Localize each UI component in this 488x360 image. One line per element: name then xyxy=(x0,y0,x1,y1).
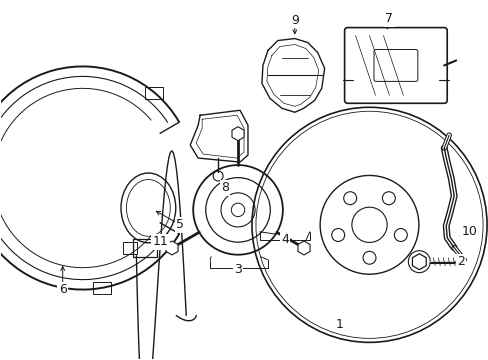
Text: 9: 9 xyxy=(290,14,298,27)
Text: 6: 6 xyxy=(59,283,66,296)
Text: 11: 11 xyxy=(152,235,168,248)
Circle shape xyxy=(407,251,429,273)
Text: 10: 10 xyxy=(460,225,476,238)
Text: 1: 1 xyxy=(335,318,343,331)
Text: 8: 8 xyxy=(221,181,228,194)
Text: 5: 5 xyxy=(176,218,184,231)
Text: 4: 4 xyxy=(280,233,288,246)
Text: 7: 7 xyxy=(385,12,393,25)
Text: 2: 2 xyxy=(456,255,464,268)
Text: 3: 3 xyxy=(234,263,242,276)
